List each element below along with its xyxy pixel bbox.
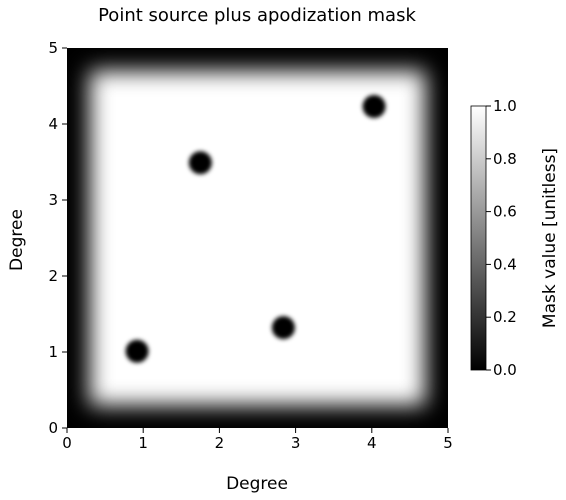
y-tick-label: 1 xyxy=(48,343,58,361)
y-tick-label: 3 xyxy=(48,191,58,209)
point-source-group xyxy=(125,95,386,363)
colorbar-label: Mask value [unitless] xyxy=(540,148,560,328)
colorbar-tick-label: 0.2 xyxy=(493,308,517,326)
x-axis-ticks: 0 1 2 3 4 5 xyxy=(62,428,453,452)
x-tick-label: 5 xyxy=(443,434,453,452)
plot-area xyxy=(67,48,448,428)
chart-title: Point source plus apodization mask xyxy=(98,5,416,26)
y-tick-label: 0 xyxy=(48,419,58,437)
y-tick-label: 5 xyxy=(48,39,58,57)
x-tick-label: 3 xyxy=(291,434,301,452)
point-source-2 xyxy=(188,151,212,175)
x-tick-label: 1 xyxy=(138,434,148,452)
point-source-3 xyxy=(271,316,295,340)
colorbar: 0.0 0.2 0.4 0.6 0.8 1.0 Mask value [unitless] xyxy=(470,97,560,379)
colorbar-tick-label: 0.8 xyxy=(493,150,517,168)
point-source-1 xyxy=(125,339,149,363)
x-tick-label: 4 xyxy=(367,434,377,452)
y-axis-label: Degree xyxy=(7,209,27,271)
colorbar-tick-label: 0.6 xyxy=(493,203,517,221)
y-tick-label: 2 xyxy=(48,267,58,285)
colorbar-tick-label: 0.4 xyxy=(493,255,517,273)
x-tick-label: 0 xyxy=(62,434,72,452)
x-tick-label: 2 xyxy=(215,434,225,452)
x-axis-label: Degree xyxy=(226,474,288,494)
y-axis-ticks: 0 1 2 3 4 5 xyxy=(48,39,67,437)
point-source-4 xyxy=(362,95,386,119)
colorbar-gradient xyxy=(470,105,487,371)
colorbar-tick-label: 0.0 xyxy=(493,361,517,379)
colorbar-ticks: 0.0 0.2 0.4 0.6 0.8 1.0 xyxy=(486,97,517,379)
colorbar-tick-label: 1.0 xyxy=(493,97,517,115)
y-tick-label: 4 xyxy=(48,115,58,133)
